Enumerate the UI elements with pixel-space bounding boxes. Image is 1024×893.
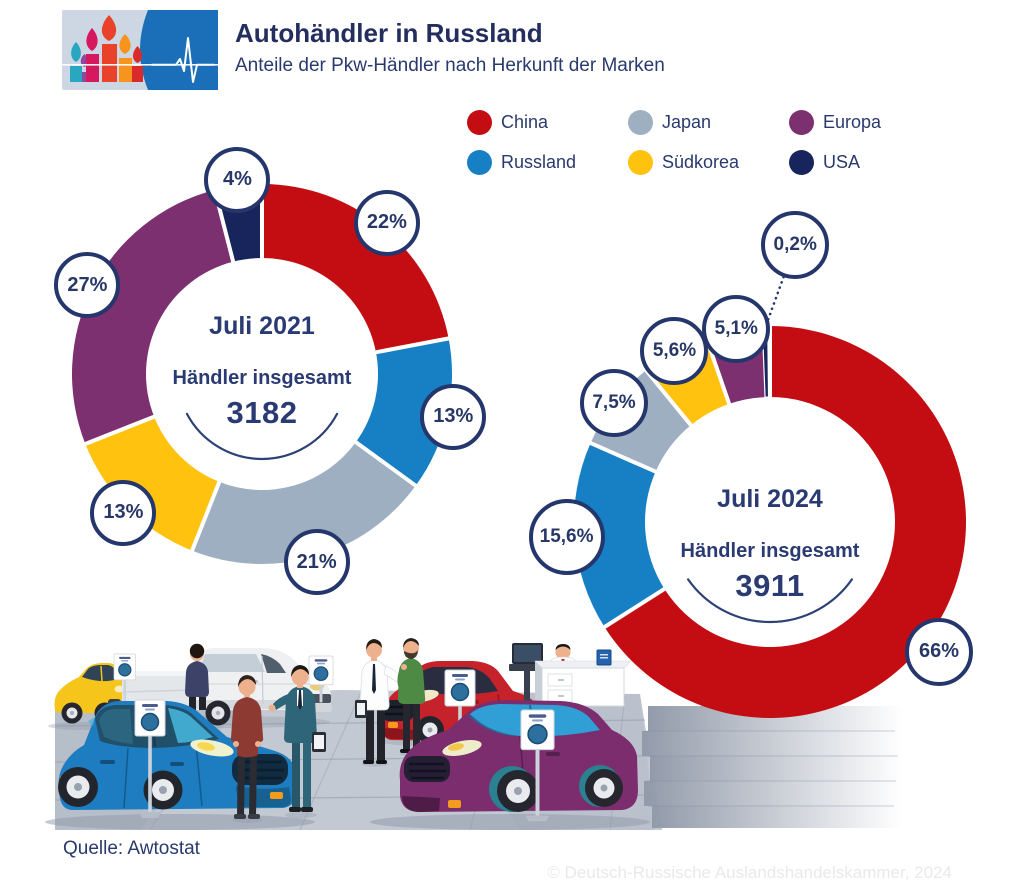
legend-label: Japan: [662, 112, 712, 132]
legend-item-japan: Japan: [628, 110, 789, 135]
price-sign-stand-icon: [134, 699, 166, 818]
slice-separator: [83, 413, 158, 447]
slice-label-bubble-russland: 15,6%: [528, 499, 605, 576]
ecg-pulse-icon: [151, 37, 215, 83]
person-customer-maroon: [231, 675, 264, 823]
page-title: Autohändler in Russland: [235, 18, 543, 48]
slice-label-bubble-südkorea: 13%: [90, 479, 157, 546]
slice-separator: [588, 440, 660, 475]
car-blue: [58, 701, 297, 810]
legend-label: China: [501, 112, 549, 132]
slice-label-bubble-usa: 4%: [204, 146, 271, 213]
slice-label-bubble-südkorea: 5,6%: [640, 316, 709, 385]
price-sign-stand-icon: [520, 709, 555, 822]
legend-color-dot: [467, 110, 492, 135]
slice-separator: [352, 438, 419, 489]
reception-desk: [509, 643, 632, 707]
legend-color-dot: [789, 110, 814, 135]
legend-label: Europa: [823, 112, 882, 132]
brand-logo: [62, 10, 218, 90]
source-credit: Quelle: Awtostat: [63, 838, 200, 859]
slice-label-bubble-japan: 7,5%: [580, 369, 648, 438]
price-sign-stand-icon: [113, 653, 136, 709]
donut-2024-center: Juli 2024 Händler insgesamt 3911: [655, 485, 885, 604]
car-red: [380, 661, 544, 744]
legend-item-europa: Europa: [789, 110, 949, 135]
donut-2021-center: Juli 2021 Händler insgesamt 3182: [147, 312, 377, 431]
car-yellow: [54, 663, 125, 724]
donut-2024-total: 3911: [735, 568, 805, 603]
legend-color-dot: [628, 150, 653, 175]
page-subtitle: Anteile der Pkw-Händler nach Herkunft de…: [235, 55, 665, 76]
legend-item-südkorea: Südkorea: [628, 150, 789, 175]
logo-blue-panel: [140, 10, 218, 90]
donut-2021-period: Juli 2021: [209, 312, 315, 340]
legend-color-dot: [628, 110, 653, 135]
slice-label-bubble-japan: 21%: [283, 529, 350, 596]
legend-item-usa: USA: [789, 150, 949, 175]
chart-legend: China Japan Europa Russland Südkorea USA: [467, 110, 949, 175]
slice-label-bubble-china: 66%: [904, 617, 973, 686]
label-leader-line: [765, 275, 785, 324]
slice-separator: [189, 478, 223, 553]
legend-label: Südkorea: [662, 152, 740, 172]
price-sign-stand-icon: [444, 669, 476, 763]
legend-item-china: China: [467, 110, 628, 135]
donut-2021-label: Händler insgesamt: [172, 367, 352, 389]
person-salesman-teal: [268, 665, 326, 818]
person-customer-green: [397, 638, 426, 757]
copyright-note: © Deutsch-Russische Auslandshandelskamme…: [547, 863, 952, 882]
donut-2024-label: Händler insgesamt: [680, 540, 860, 562]
legend-label: Russland: [501, 152, 577, 172]
slice-label-bubble-china: 22%: [353, 189, 420, 256]
slice-label-bubble-russland: 13%: [420, 383, 487, 450]
slice-label-bubble-usa: 0,2%: [761, 211, 830, 280]
donut-2024-period: Juli 2024: [717, 485, 823, 513]
legend-item-russland: Russland: [467, 150, 628, 175]
legend-color-dot: [467, 150, 492, 175]
legend-label: USA: [823, 152, 861, 172]
person-browsing: [185, 643, 209, 710]
car-purple: [399, 700, 638, 812]
price-sign-stand-icon: [308, 655, 334, 703]
slice-label-bubble-europa: 27%: [54, 252, 121, 319]
legend-color-dot: [789, 150, 814, 175]
van-white: [121, 648, 332, 726]
slice-separator: [372, 336, 451, 355]
donut-2021-total: 3182: [226, 395, 298, 430]
person-salesman-white-shirt: [355, 639, 407, 767]
slice-label-bubble-europa: 5,1%: [702, 294, 771, 363]
